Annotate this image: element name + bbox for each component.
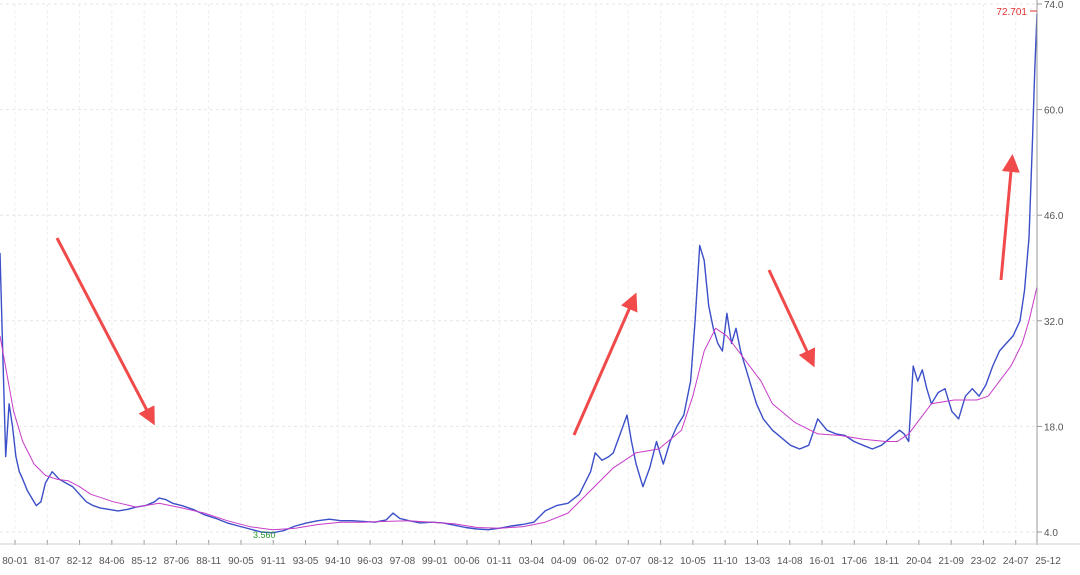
x-tick-label: 84-06: [99, 556, 125, 567]
x-tick-label: 18-11: [874, 556, 899, 567]
x-tick-label: 21-09: [938, 556, 964, 567]
x-tick-label: 06-02: [583, 556, 609, 567]
x-tick-label: 01-11: [487, 556, 512, 567]
x-tick-label: 80-01: [2, 556, 28, 567]
y-tick-label: 32.0: [1044, 317, 1064, 328]
series-line-0: [0, 13, 1038, 534]
y-tick-label: 60.0: [1044, 106, 1064, 117]
trend-arrow-down-2: [767, 269, 816, 368]
x-tick-label: 17-06: [842, 556, 868, 567]
x-tick-label: 10-05: [680, 556, 706, 567]
grid-layer: [0, 3, 1037, 533]
x-tick-label: 94-10: [325, 556, 351, 567]
series-line-1: [0, 286, 1038, 531]
min-label: 3.560: [253, 530, 276, 540]
x-tick-label: 00-06: [454, 556, 480, 567]
series-layer: [0, 13, 1038, 534]
x-tick-label: 16-01: [809, 556, 835, 567]
y-tick-label: 18.0: [1044, 422, 1064, 433]
x-tick-label: 03-04: [519, 556, 545, 567]
x-tick-label: 07-07: [616, 556, 642, 567]
y-tick-label: 4.0: [1044, 528, 1058, 539]
max-label: 72.701: [996, 7, 1027, 18]
trend-arrow-up-2: [999, 154, 1020, 281]
x-tick-label: 85-12: [131, 556, 157, 567]
x-tick-label: 97-08: [390, 556, 416, 567]
x-tick-label: 99-01: [422, 556, 448, 567]
x-tick-label: 13-03: [745, 556, 771, 567]
trend-arrow-down-1: [55, 237, 155, 426]
annotation-layer: 72.701 3.560: [253, 7, 1037, 540]
x-tick-label: 88-11: [196, 556, 221, 567]
x-tick-label: 90-05: [228, 556, 254, 567]
x-tick-label: 25-12: [1035, 556, 1061, 567]
x-tick-label: 11-10: [713, 556, 738, 567]
x-tick-label: 82-12: [67, 556, 93, 567]
x-tick-label: 04-09: [551, 556, 577, 567]
trend-arrows: [55, 154, 1020, 436]
y-tick-label: 74.0: [1044, 0, 1064, 11]
x-tick-label: 23-02: [971, 556, 997, 567]
x-tick-label: 81-07: [34, 556, 60, 567]
x-tick-label: 93-05: [293, 556, 319, 567]
x-tick-label: 87-06: [164, 556, 190, 567]
x-tick-label: 24-07: [1003, 556, 1029, 567]
y-tick-label: 46.0: [1044, 211, 1064, 222]
x-tick-label: 91-11: [261, 556, 286, 567]
x-tick-label: 96-03: [357, 556, 383, 567]
x-tick-label: 08-12: [648, 556, 674, 567]
x-tick-label: 20-04: [906, 556, 932, 567]
x-tick-label: 14-08: [777, 556, 803, 567]
trend-arrow-up-1: [572, 292, 638, 436]
